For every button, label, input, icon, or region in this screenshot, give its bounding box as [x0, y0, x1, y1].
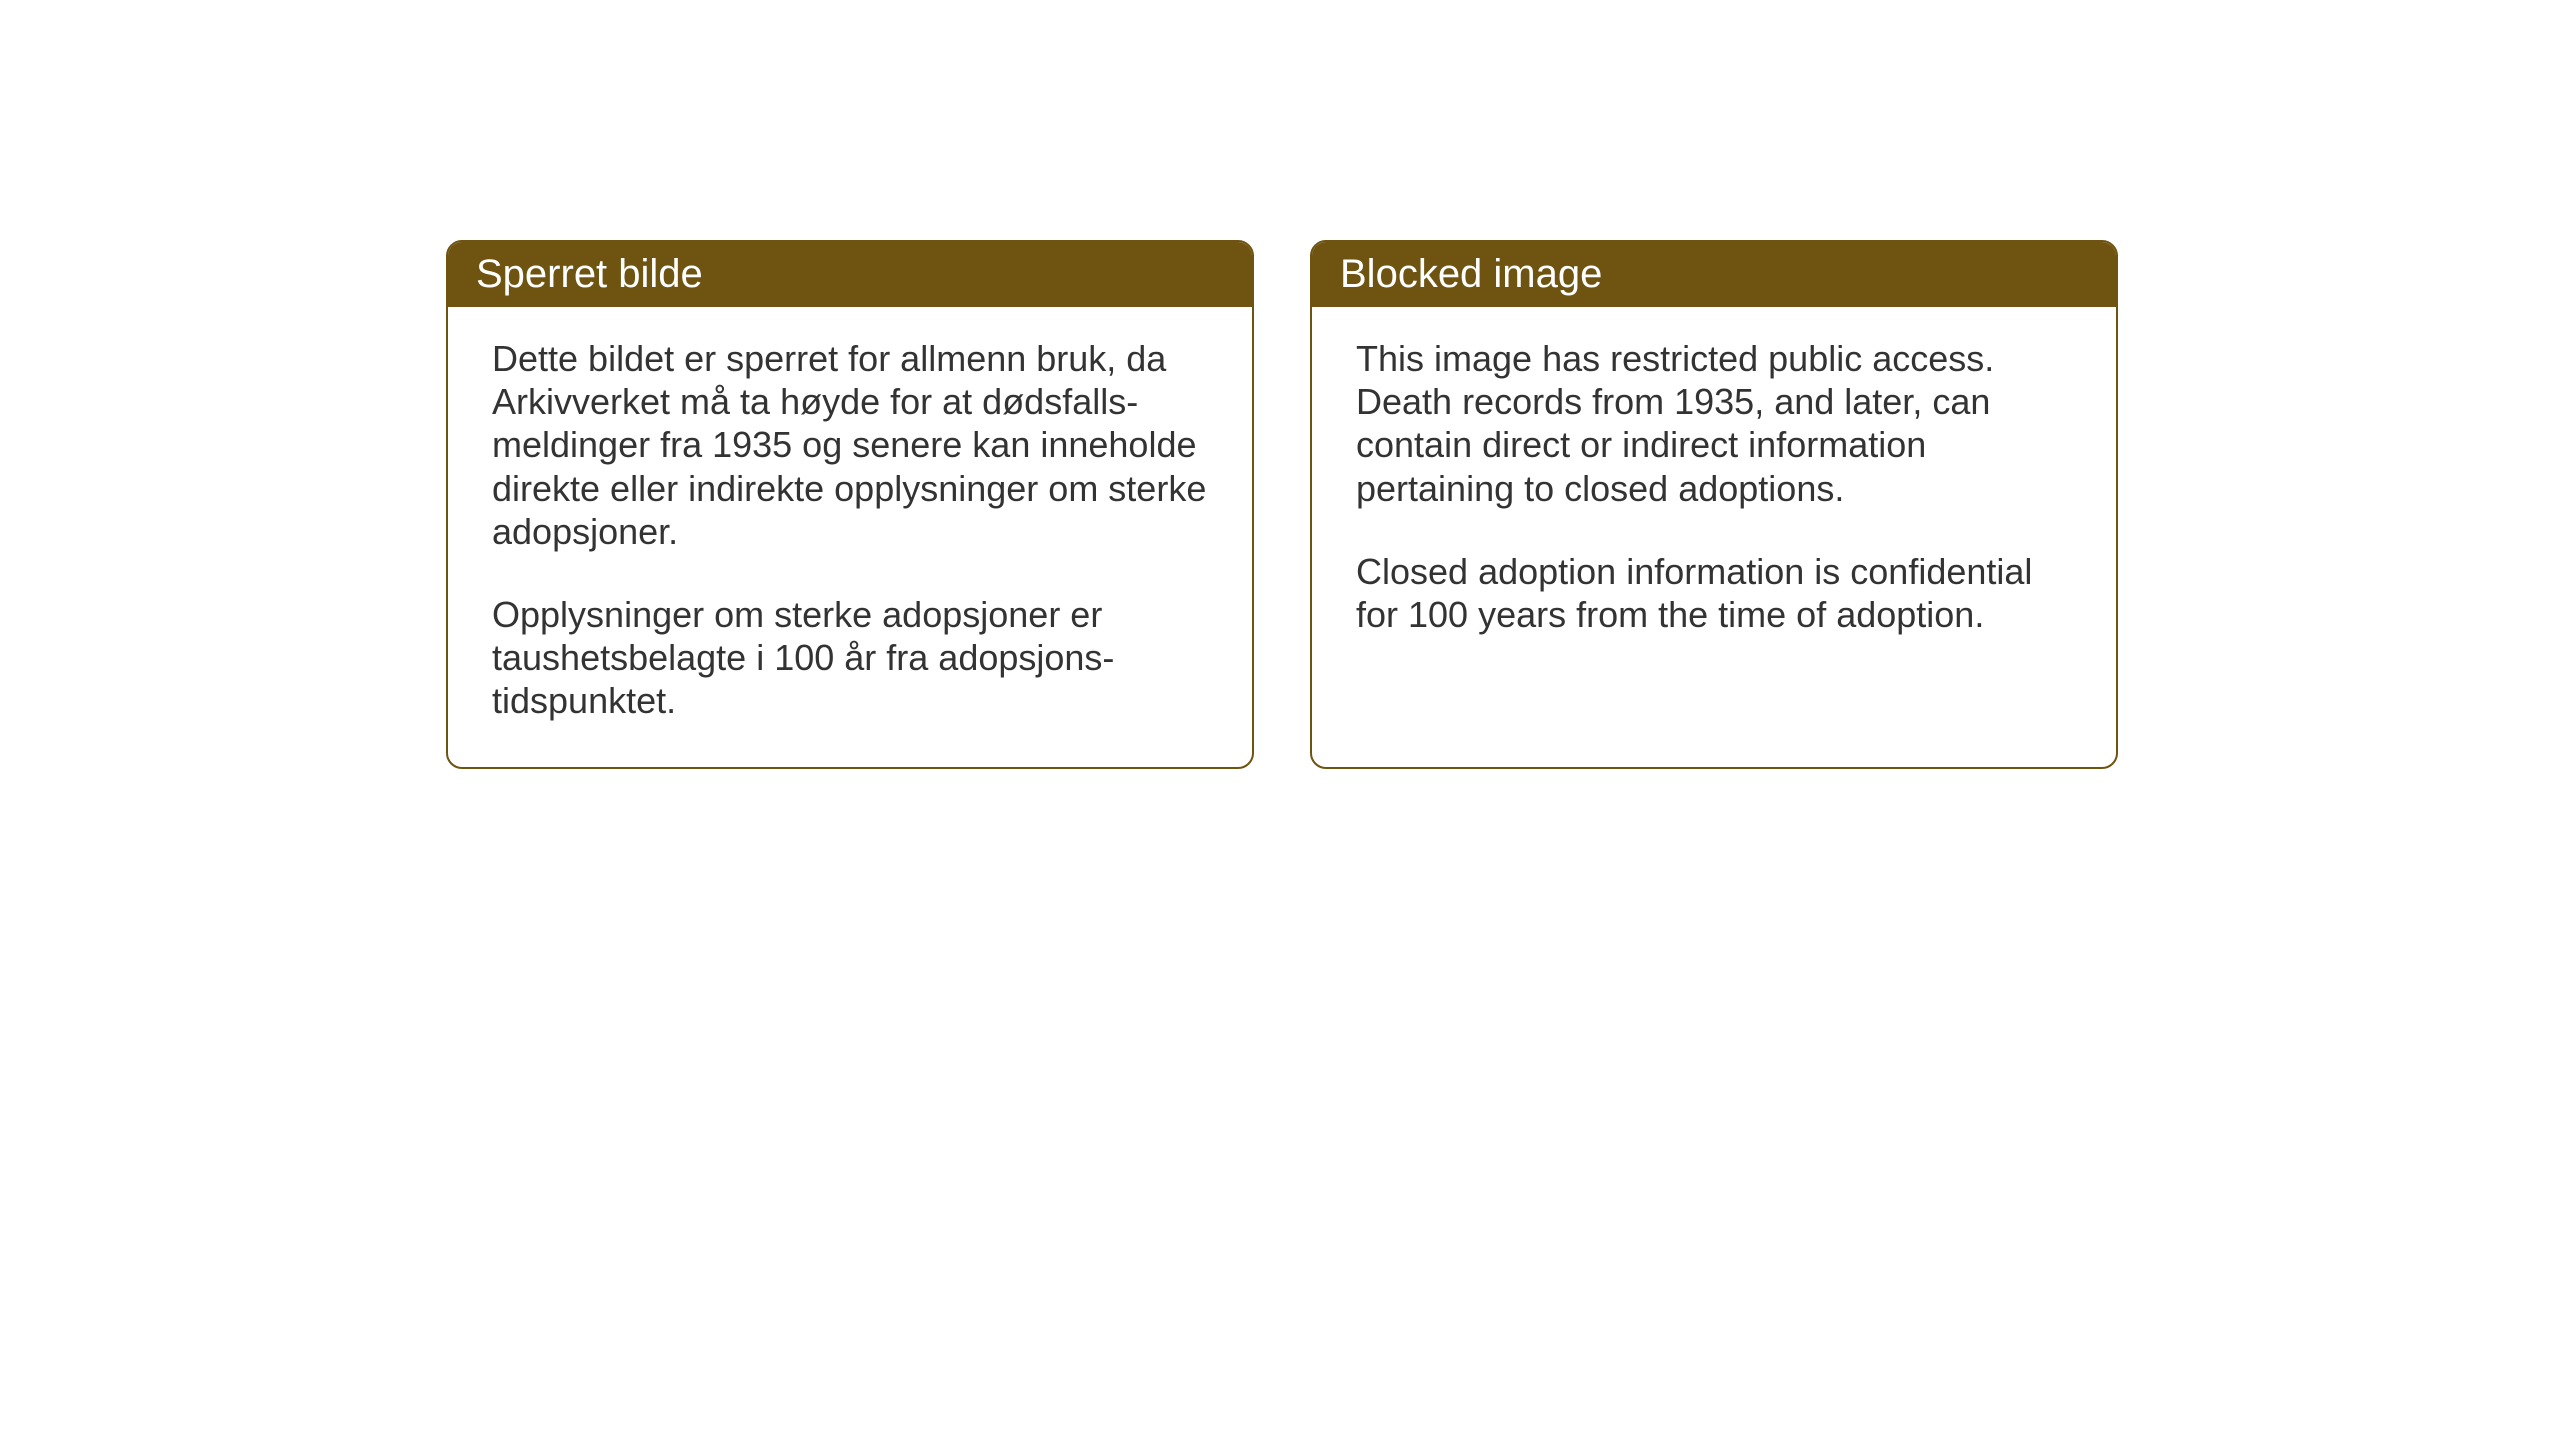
card-paragraph-2-english: Closed adoption information is confident…: [1356, 550, 2072, 636]
notice-cards-container: Sperret bilde Dette bildet er sperret fo…: [446, 240, 2118, 769]
card-title-norwegian: Sperret bilde: [476, 252, 703, 296]
card-title-english: Blocked image: [1340, 252, 1602, 296]
notice-card-norwegian: Sperret bilde Dette bildet er sperret fo…: [446, 240, 1254, 769]
notice-card-english: Blocked image This image has restricted …: [1310, 240, 2118, 769]
card-header-norwegian: Sperret bilde: [448, 242, 1252, 307]
card-header-english: Blocked image: [1312, 242, 2116, 307]
card-paragraph-1-english: This image has restricted public access.…: [1356, 337, 2072, 510]
card-paragraph-1-norwegian: Dette bildet er sperret for allmenn bruk…: [492, 337, 1208, 553]
card-body-english: This image has restricted public access.…: [1312, 307, 2116, 747]
card-body-norwegian: Dette bildet er sperret for allmenn bruk…: [448, 307, 1252, 767]
card-paragraph-2-norwegian: Opplysninger om sterke adopsjoner er tau…: [492, 593, 1208, 723]
